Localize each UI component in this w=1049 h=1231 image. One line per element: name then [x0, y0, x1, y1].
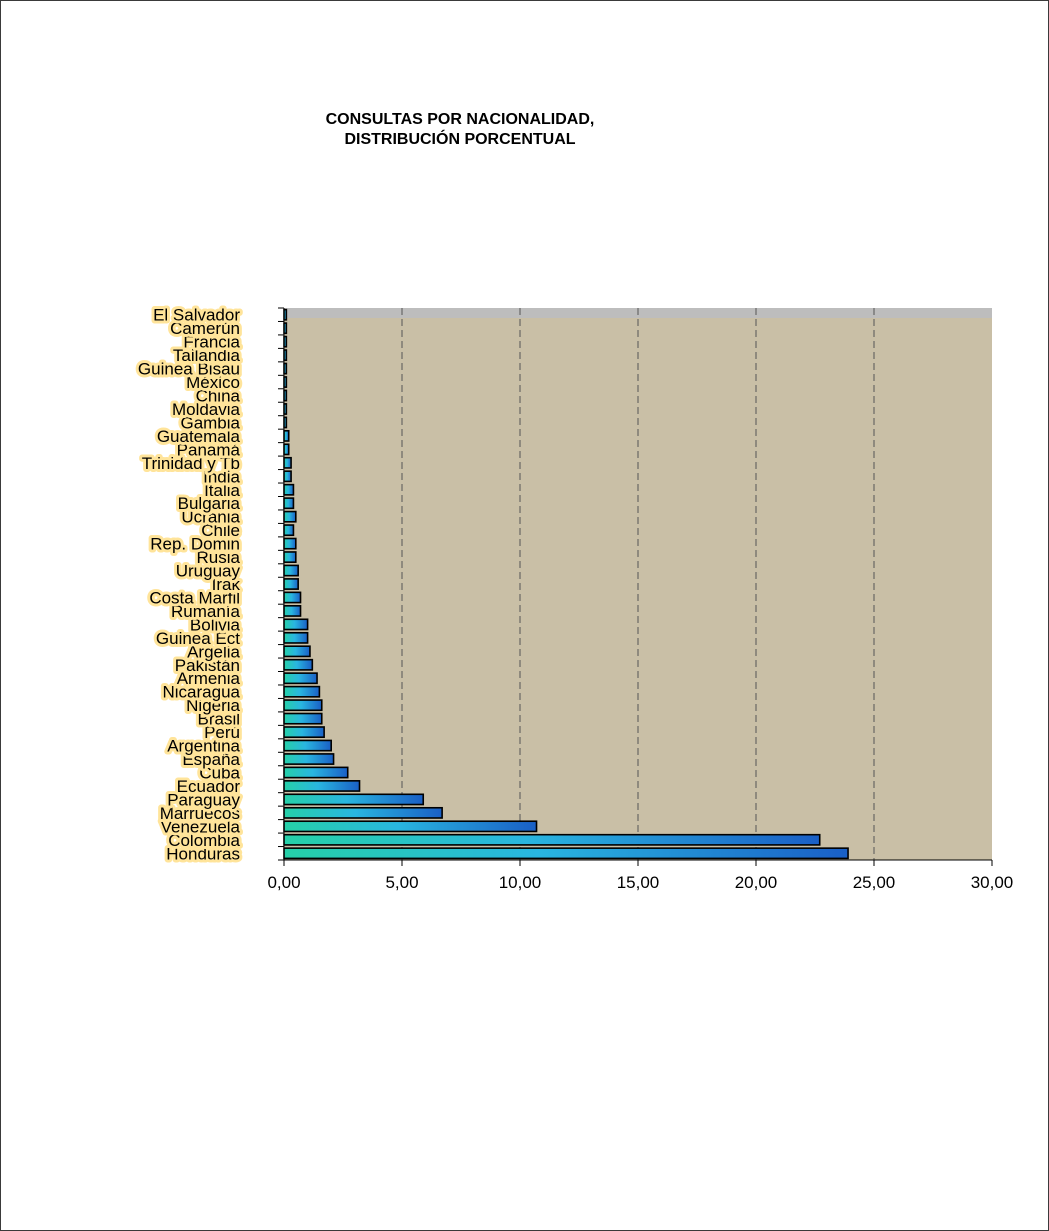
bar — [283, 564, 299, 577]
bar — [283, 766, 349, 779]
bar — [283, 645, 311, 658]
x-tick-label: 15,00 — [617, 873, 660, 892]
category-label: Tailandia — [173, 346, 241, 365]
x-tick-label: 25,00 — [853, 873, 896, 892]
category-label: Nigeria — [186, 696, 240, 715]
bar — [283, 483, 295, 496]
x-tick-label: 30,00 — [971, 873, 1014, 892]
bar — [283, 806, 443, 819]
category-label: Rumanía — [171, 602, 241, 621]
x-tick-labels: 0,00 5,00 10,00 15,00 20,00 25,00 30,00 — [267, 873, 1013, 892]
category-label: Argelia — [187, 642, 240, 661]
category-label: Italia — [204, 481, 240, 500]
bar — [283, 658, 314, 671]
bar — [283, 780, 361, 792]
bar — [283, 685, 321, 698]
bars — [283, 308, 849, 860]
bar — [283, 631, 309, 644]
category-label: Colombia — [168, 831, 240, 850]
bar — [283, 739, 333, 752]
bar — [283, 456, 292, 469]
category-label: Bolivia — [190, 615, 241, 634]
axes — [278, 307, 993, 866]
category-label: Trinidad y Tb — [142, 454, 240, 473]
bar — [283, 429, 290, 442]
category-label: Rep. Domin — [150, 535, 240, 554]
category-label: Guinea Bisau — [138, 360, 240, 379]
category-label: China — [196, 387, 241, 406]
bar — [283, 510, 297, 523]
category-label: Camerún — [170, 319, 240, 338]
category-label: Rusia — [197, 548, 241, 567]
category-label: Uruguay — [176, 562, 241, 581]
category-label: India — [203, 467, 240, 486]
category-label: Guatemala — [157, 427, 241, 446]
category-label: Guinea Ect — [156, 629, 240, 648]
bar — [283, 551, 297, 563]
category-label: México — [186, 373, 240, 392]
category-label: Argentina — [167, 737, 240, 756]
bar — [283, 524, 295, 537]
bar — [283, 820, 538, 833]
category-label: El Salvador — [153, 306, 240, 325]
bar — [283, 753, 335, 765]
category-label: Ecuador — [177, 777, 241, 796]
chart-title: CONSULTAS POR NACIONALIDAD, DISTRIBUCIÓN… — [325, 111, 595, 148]
bar — [283, 591, 302, 604]
category-label: Venezuela — [161, 817, 241, 836]
bar — [283, 470, 292, 483]
bar — [283, 833, 821, 846]
category-label: Paraguay — [167, 790, 240, 809]
x-tick-label: 10,00 — [499, 873, 542, 892]
bar — [283, 618, 309, 631]
bar — [283, 847, 849, 860]
category-label: Cuba — [199, 763, 240, 782]
bar — [283, 726, 325, 739]
category-label: Armenia — [177, 669, 241, 688]
category-label: Costa Marfil — [149, 588, 240, 607]
category-label: Ucrania — [181, 508, 240, 527]
bar — [283, 497, 295, 510]
category-label: Marruecos — [160, 804, 240, 823]
category-label: Chile — [201, 521, 240, 540]
bar — [283, 699, 323, 712]
category-label: Perú — [204, 723, 240, 742]
category-label: Irak — [212, 575, 241, 594]
category-label: Moldavia — [172, 400, 241, 419]
category-labels: HondurasColombiaVenezuelaMarruecosParagu… — [135, 303, 244, 867]
x-tick-label: 0,00 — [267, 873, 300, 892]
category-label: Gambia — [180, 413, 240, 432]
x-tick-label: 20,00 — [735, 873, 778, 892]
category-label: Pakistán — [175, 656, 240, 675]
bar — [283, 712, 323, 725]
bar — [283, 443, 290, 456]
bar — [283, 537, 297, 550]
category-label: Honduras — [166, 844, 240, 863]
category-label: Brasil — [197, 710, 240, 729]
bar — [283, 672, 318, 685]
bar — [283, 605, 302, 617]
gridlines — [401, 308, 875, 860]
category-label: Nicaragua — [163, 683, 241, 702]
bar — [283, 578, 299, 590]
bar — [283, 793, 425, 806]
x-tick-label: 5,00 — [385, 873, 418, 892]
category-label: España — [182, 750, 240, 769]
category-label: Panamá — [177, 440, 241, 459]
category-label: Francia — [183, 333, 240, 352]
category-label: Bulgaria — [178, 494, 241, 513]
